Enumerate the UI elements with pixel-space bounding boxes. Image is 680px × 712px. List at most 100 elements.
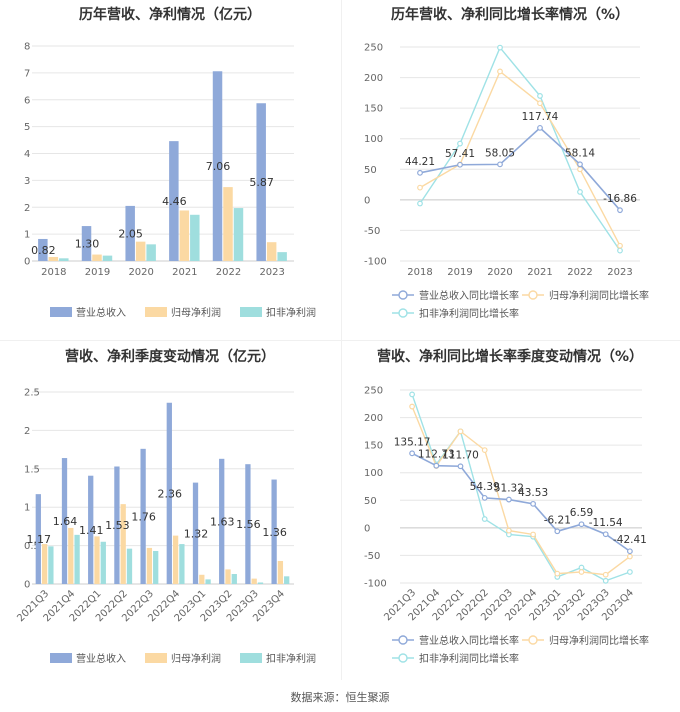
legend-label: 归母净利润同比增长率 <box>549 634 649 647</box>
series-point-0 <box>505 496 512 503</box>
bar-data-label: 1.30 <box>75 238 100 251</box>
annual-bar-title: 历年营收、净利情况（亿元） <box>79 7 261 23</box>
x-tick-label: 2022 <box>216 267 241 278</box>
bar-netprofit <box>277 560 284 584</box>
quarter-line-title: 营收、净利同比增长率季度变动情况（%） <box>376 349 644 365</box>
series-point-0 <box>578 521 585 528</box>
legend-label: 归母净利润 <box>171 306 221 319</box>
series-point-0 <box>577 161 583 168</box>
bar-data-label: 2.05 <box>118 227 143 240</box>
legend-label: 扣非净利润 <box>266 652 316 665</box>
series-point-2 <box>417 200 423 207</box>
series-point-1 <box>602 571 609 578</box>
bar-data-label: 1.32 <box>184 527 209 540</box>
legend-label: 扣非净利润 <box>266 306 316 319</box>
series-point-1 <box>481 447 488 454</box>
bar-netprofit <box>146 547 153 584</box>
bar-revenue <box>125 205 135 261</box>
legend-marker <box>398 308 408 318</box>
series-point-2 <box>602 577 609 584</box>
bar-netprofit <box>251 578 257 584</box>
bar-revenue <box>256 103 266 262</box>
bar-deducted <box>74 534 80 584</box>
y-tick-label: -100 <box>364 579 387 590</box>
legend-label: 归母净利润 <box>171 652 221 665</box>
bar-data-label: 1.53 <box>105 519 130 532</box>
y-tick-label: 0 <box>24 257 30 268</box>
series-line-1 <box>411 406 631 576</box>
bar-netprofit <box>266 242 277 261</box>
series-point-1 <box>417 184 423 191</box>
bar-netprofit <box>120 504 126 584</box>
bar-revenue <box>271 479 277 584</box>
bar-deducted <box>231 574 237 584</box>
line-data-label: -6.21 <box>544 514 571 526</box>
x-tick-label: 2023 <box>259 267 284 278</box>
series-point-1 <box>537 100 543 107</box>
y-tick-label: 200 <box>364 413 383 424</box>
y-tick-label: 0 <box>364 523 370 534</box>
bar-netprofit <box>223 187 233 261</box>
bar-netprofit <box>94 536 100 584</box>
line-data-label: 111.70 <box>442 449 479 461</box>
x-tick-label: 2022 <box>567 267 592 278</box>
y-tick-label: 100 <box>364 468 383 479</box>
quarter-bar-chart: 00.511.522.52021Q32021Q42022Q12022Q22022… <box>15 388 316 666</box>
legend-swatch <box>145 653 167 663</box>
series-point-2 <box>497 44 503 51</box>
bar-revenue <box>166 402 172 584</box>
series-point-0 <box>627 548 633 555</box>
bar-revenue <box>114 466 120 584</box>
y-tick-label: 50 <box>364 496 377 507</box>
legend-swatch <box>145 307 167 317</box>
series-point-2 <box>481 516 488 522</box>
bar-revenue <box>81 226 92 261</box>
bar-data-label: 5.87 <box>249 176 274 189</box>
bar-netprofit <box>179 210 190 261</box>
y-tick-label: 8 <box>24 42 30 53</box>
annual-bar-chart: 0 1 2 3 4 5 6 7 8 2018 2019 2020 2021 2022 2023 0.82 1.3… <box>24 42 316 320</box>
x-tick-label: 2021 <box>172 267 197 278</box>
series-point-0 <box>497 161 503 168</box>
quarter-bar-title: 营收、净利季度变动情况（亿元） <box>65 349 275 365</box>
series-point-1 <box>505 527 512 534</box>
bar-deducted <box>102 255 113 261</box>
bar-revenue <box>169 141 179 261</box>
series-point-1 <box>409 403 415 410</box>
bar-deducted <box>126 548 133 584</box>
y-tick-label: -100 <box>364 257 387 268</box>
bar-netprofit <box>41 544 48 584</box>
line-data-label: 54.39 <box>470 481 500 493</box>
bar-data-label: 7.06 <box>206 160 231 173</box>
bar-revenue <box>38 238 48 261</box>
y-tick-label: 250 <box>364 386 383 397</box>
legend-label: 扣非净利润同比增长率 <box>419 307 519 320</box>
y-tick-label: 150 <box>364 441 383 452</box>
legend-label: 扣非净利润同比增长率 <box>419 652 519 665</box>
line-data-label: 112.73 <box>418 449 455 461</box>
series-point-2 <box>409 391 415 398</box>
quarter-line-chart: -100-500501001502002502021Q32021Q42022Q1… <box>364 386 649 666</box>
series-point-2 <box>617 247 623 254</box>
bar-data-label: 2.36 <box>158 487 183 500</box>
y-tick-label: 3 <box>24 176 30 187</box>
bar-deducted <box>179 544 185 584</box>
legend-label: 营业总收入 <box>76 652 126 665</box>
legend-swatch <box>240 653 262 663</box>
series-point-2 <box>537 93 543 99</box>
x-tick-label: 2018 <box>41 267 66 278</box>
series-point-2 <box>457 140 463 147</box>
legend-label: 营业总收入同比增长率 <box>419 289 519 302</box>
series-point-2 <box>577 189 583 195</box>
series-point-0 <box>409 450 415 457</box>
legend-label: 营业总收入同比增长率 <box>419 634 519 647</box>
y-tick-label: 50 <box>364 165 377 176</box>
line-data-label: 58.05 <box>485 147 515 159</box>
bar-deducted <box>100 541 106 584</box>
y-tick-label: 0 <box>24 580 30 591</box>
legend-marker <box>528 290 538 300</box>
line-data-label: 6.59 <box>570 507 593 519</box>
x-tick-label: 2021 <box>527 267 552 278</box>
y-tick-label: 250 <box>364 43 383 54</box>
bar-revenue <box>219 458 225 584</box>
